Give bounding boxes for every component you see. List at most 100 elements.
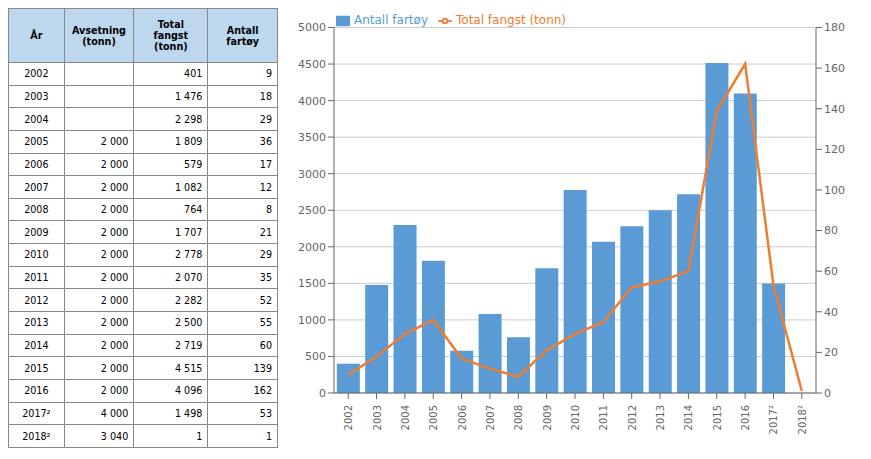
svg-text:120: 120 [824, 143, 845, 156]
html-text:2 000: 2 000 [100, 362, 129, 374]
html-text:2018²: 2018² [22, 430, 51, 442]
svg-text:3000: 3000 [298, 168, 326, 181]
svg-text:500: 500 [305, 350, 326, 363]
svg-text:180: 180 [824, 21, 845, 34]
html-text:1 498: 1 498 [175, 407, 203, 419]
svg-text:2010: 2010 [570, 405, 581, 430]
html-text:21: 21 [259, 226, 272, 238]
html-text:2 282: 2 282 [175, 294, 203, 306]
html-text:36: 36 [259, 136, 272, 148]
html-text:2016: 2016 [24, 385, 49, 397]
html-text:2 000: 2 000 [100, 249, 129, 261]
svg-text:2012: 2012 [627, 405, 638, 430]
html-text:53: 53 [259, 407, 272, 419]
html-text:12: 12 [259, 181, 272, 193]
html-text:2 000: 2 000 [100, 317, 129, 329]
html-text:139: 139 [253, 362, 272, 374]
html-text:2010: 2010 [24, 249, 49, 261]
html-text:2 000: 2 000 [100, 181, 129, 193]
svg-text:5000: 5000 [298, 21, 326, 34]
html-text:579: 579 [184, 158, 203, 170]
svg-text:2000: 2000 [298, 241, 326, 254]
html-text:År: År [30, 30, 43, 41]
html-text:52: 52 [259, 294, 272, 306]
html-text:4 096: 4 096 [175, 385, 203, 397]
svg-text:2016: 2016 [740, 405, 751, 430]
html-text:17: 17 [259, 158, 272, 170]
html-text:Total fangst (tonn): Total fangst (tonn) [153, 19, 189, 52]
svg-text:160: 160 [824, 62, 845, 75]
html-text:2004: 2004 [24, 113, 49, 125]
html-text:2 000: 2 000 [100, 294, 129, 306]
html-text:2002: 2002 [24, 68, 49, 80]
svg-text:2008: 2008 [513, 405, 524, 430]
html-text:162: 162 [253, 385, 272, 397]
svg-text:2013: 2013 [655, 405, 666, 430]
html-text:1 809: 1 809 [175, 136, 203, 148]
html-text:2 000: 2 000 [100, 272, 129, 284]
html-text:2003: 2003 [24, 91, 49, 102]
svg-text:2002: 2002 [343, 405, 354, 430]
svg-text:1000: 1000 [298, 314, 326, 327]
svg-text:1500: 1500 [298, 277, 326, 290]
html-text:3 040: 3 040 [100, 430, 129, 442]
html-text:Total fangst (tonn): Total fangst (tonn) [456, 13, 567, 27]
html-text:2013: 2013 [24, 317, 49, 329]
html-text:1 707: 1 707 [175, 226, 203, 238]
html-text:2006: 2006 [24, 158, 49, 170]
svg-text:0: 0 [824, 387, 831, 400]
svg-text:2014: 2014 [683, 405, 694, 430]
html-text:2015: 2015 [24, 362, 49, 374]
html-text:2 000: 2 000 [100, 385, 129, 397]
svg-text:2005: 2005 [428, 405, 439, 430]
html-text:Antall fartøy: Antall fartøy [354, 13, 428, 27]
html-text:401: 401 [184, 68, 203, 80]
svg-text:2004: 2004 [400, 405, 411, 430]
html-text:2007: 2007 [24, 181, 49, 193]
svg-text:40: 40 [824, 306, 838, 319]
html-text:1 476: 1 476 [175, 91, 203, 102]
svg-text:0: 0 [319, 387, 326, 400]
html-text:764: 764 [184, 204, 203, 216]
html-text:Antall fartøy: Antall fartøy [226, 24, 260, 47]
svg-text:4000: 4000 [298, 95, 326, 108]
svg-text:2007: 2007 [485, 405, 496, 430]
html-text:55: 55 [259, 317, 272, 329]
html-text:29: 29 [259, 249, 272, 261]
svg-text:2018²: 2018² [797, 405, 808, 434]
svg-text:100: 100 [824, 184, 845, 197]
svg-text:2017²: 2017² [768, 405, 779, 434]
html-text:2 000: 2 000 [100, 158, 129, 170]
html-text:4 515: 4 515 [175, 362, 203, 374]
html-text:2005: 2005 [24, 136, 49, 148]
html-text:2009: 2009 [24, 226, 49, 238]
svg-text:140: 140 [824, 103, 845, 116]
html-text:35: 35 [259, 272, 272, 284]
html-text:2 000: 2 000 [100, 226, 129, 238]
svg-text:2015: 2015 [712, 405, 723, 430]
html-text:2 070: 2 070 [175, 272, 203, 284]
html-text:2 500: 2 500 [175, 317, 203, 329]
svg-text:2009: 2009 [542, 405, 553, 430]
html-text:2 000: 2 000 [100, 204, 129, 216]
svg-text:4500: 4500 [298, 58, 326, 71]
html-text:2017²: 2017² [22, 407, 51, 419]
svg-text:20: 20 [824, 346, 838, 359]
svg-text:2500: 2500 [298, 204, 326, 217]
html-text:2 778: 2 778 [175, 249, 203, 261]
html-text:1 082: 1 082 [175, 181, 203, 193]
svg-text:2003: 2003 [372, 405, 383, 430]
svg-text:60: 60 [824, 265, 838, 278]
svg-text:2006: 2006 [457, 405, 468, 430]
svg-text:2011: 2011 [598, 405, 609, 430]
svg-text:80: 80 [824, 224, 838, 237]
html-text:2 000: 2 000 [100, 136, 129, 148]
html-text:4 000: 4 000 [100, 407, 129, 419]
html-text:2011: 2011 [24, 272, 49, 284]
html-text:29: 29 [259, 113, 272, 125]
svg-text:3500: 3500 [298, 131, 326, 144]
html-text:Avsetning (tonn): Avsetning (tonn) [72, 24, 126, 47]
html-text:2008: 2008 [24, 204, 49, 216]
html-text:2 298: 2 298 [175, 113, 203, 125]
html-text:2012: 2012 [24, 294, 49, 306]
